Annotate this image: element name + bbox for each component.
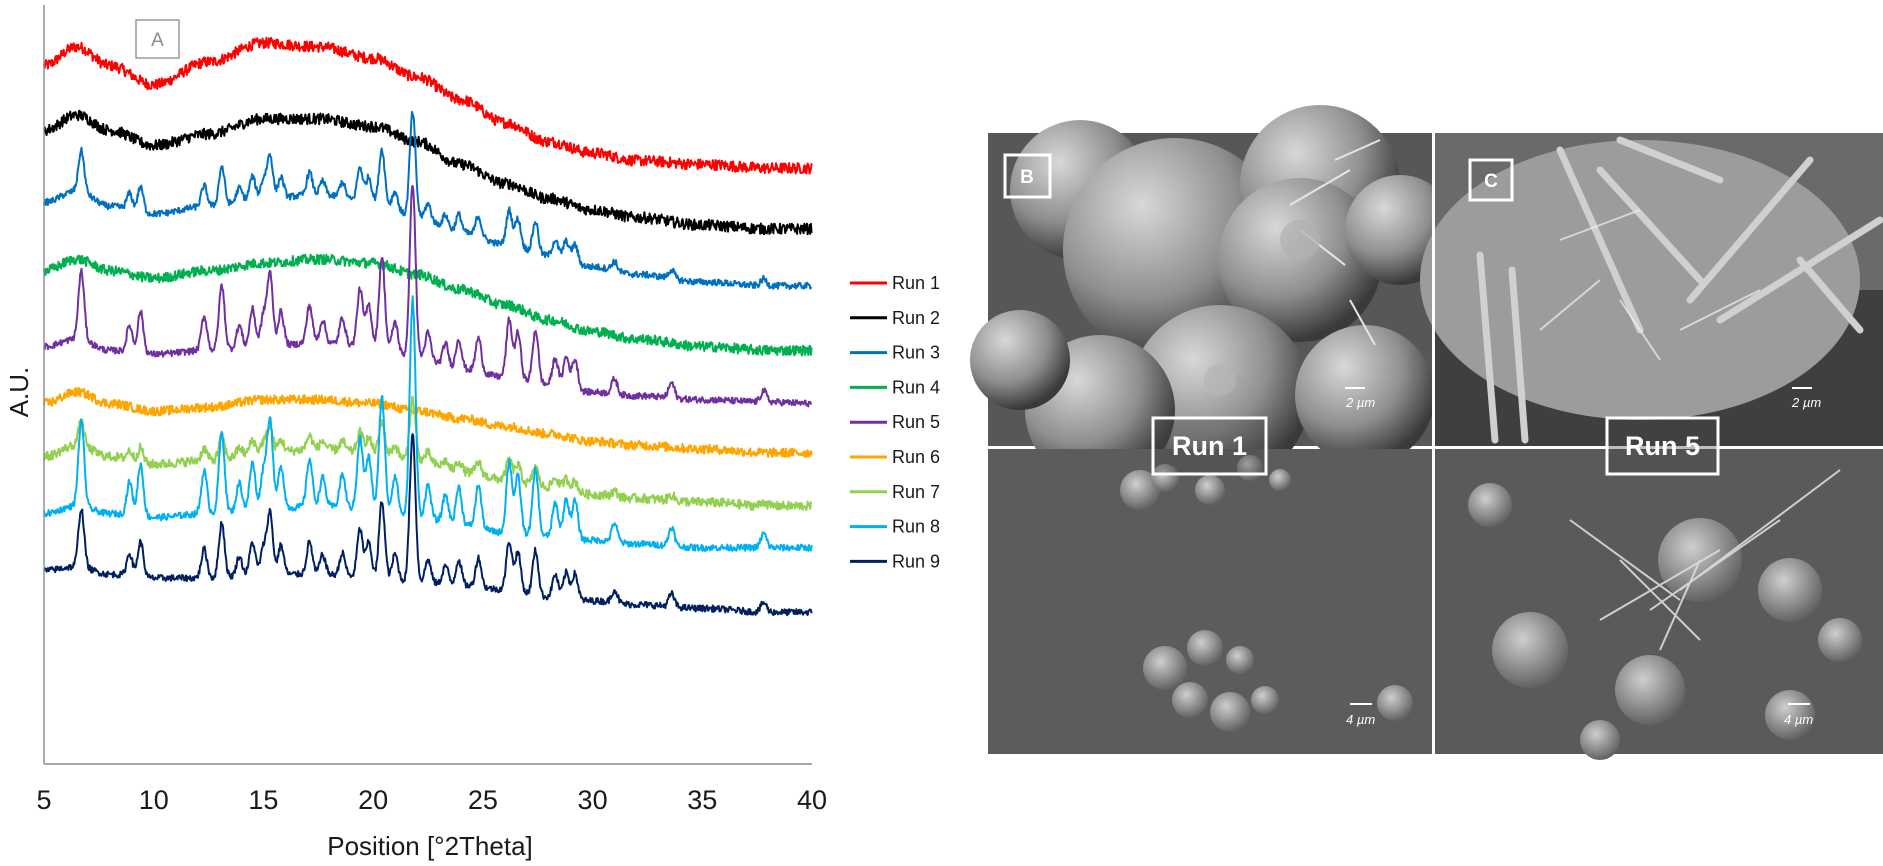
x-tick-label: 40 — [797, 785, 827, 815]
panel-label-a: A — [151, 30, 164, 51]
legend-label-run-6: Run 6 — [892, 447, 940, 467]
panel-label-b: B — [1020, 167, 1034, 188]
series-line-run-4 — [43, 253, 813, 357]
series-line-run-3 — [43, 110, 813, 290]
run-label-left-box — [1151, 416, 1268, 476]
legend-label-run-9: Run 9 — [892, 551, 940, 571]
sem-image-grid: B C 2 µm 2 µm 4 µm 4 µm Run 1 Run 5 — [970, 105, 1883, 760]
panel-label-c-box — [1468, 158, 1514, 202]
series-line-run-5 — [43, 185, 813, 408]
x-tick-label: 20 — [358, 785, 388, 815]
legend-label-run-4: Run 4 — [892, 377, 940, 397]
x-tick-label: 15 — [248, 785, 278, 815]
sem-run1-low-mag — [988, 449, 1432, 754]
series-line-run-6 — [43, 386, 813, 459]
series-line-run-1 — [43, 36, 813, 175]
x-tick-label: 10 — [139, 785, 169, 815]
legend-label-run-3: Run 3 — [892, 343, 940, 363]
scale-label-b-bottom: 4 µm — [1346, 712, 1375, 727]
legend: Run 1 Run 2 Run 3 Run 4 Run 5 Run 6 Run 7 Run 8… — [850, 273, 940, 571]
x-tick-label: 25 — [468, 785, 498, 815]
legend-label-run-8: Run 8 — [892, 517, 940, 537]
x-tick-label: 5 — [36, 785, 51, 815]
series-layer — [43, 36, 813, 617]
run-label-right-box — [1605, 416, 1720, 476]
scale-label-c-top: 2 µm — [1791, 395, 1821, 410]
series-line-run-7 — [43, 395, 813, 511]
legend-label-run-2: Run 2 — [892, 308, 940, 328]
sem-run5-high-mag — [1420, 133, 1883, 446]
panel-label-a-box — [135, 19, 180, 59]
series-line-run-2 — [43, 109, 813, 236]
scale-label-c-bottom: 4 µm — [1784, 712, 1813, 727]
x-tick-label: 35 — [687, 785, 717, 815]
legend-label-run-1: Run 1 — [892, 273, 940, 293]
panel-label-b-box — [1003, 153, 1052, 199]
x-tick-label: 30 — [578, 785, 608, 815]
xrd-chart: 5 10 15 20 25 30 35 40 A.U. Position [°2Theta] … — [4, 5, 940, 861]
x-axis-title: Position [°2Theta] — [327, 831, 533, 861]
legend-label-run-5: Run 5 — [892, 412, 940, 432]
scale-label-b-top: 2 µm — [1345, 395, 1375, 410]
run-label-left: Run 1 — [1172, 431, 1247, 461]
run-label-right: Run 5 — [1625, 431, 1700, 461]
series-line-run-9 — [43, 433, 813, 617]
panel-label-c: C — [1484, 171, 1498, 192]
y-axis-title: A.U. — [4, 367, 34, 418]
sem-run5-low-mag — [1435, 449, 1883, 760]
sem-run1-high-mag — [970, 105, 1455, 485]
series-line-run-8 — [43, 295, 813, 552]
x-tick-labels: 5 10 15 20 25 30 35 40 — [36, 785, 827, 815]
legend-label-run-7: Run 7 — [892, 482, 940, 502]
